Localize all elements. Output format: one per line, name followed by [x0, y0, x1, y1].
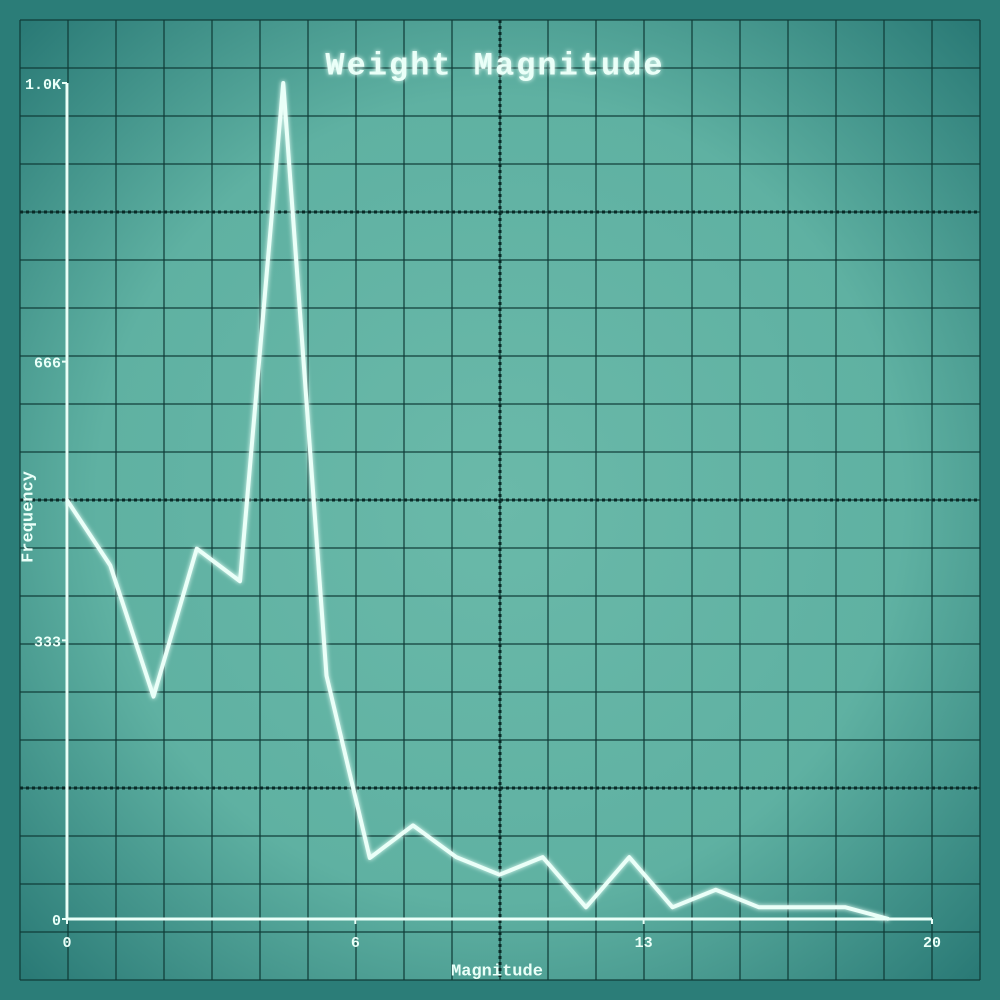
x-tick-label: 20: [923, 935, 941, 952]
graticule: [19, 19, 981, 981]
x-axis-label: Magnitude: [451, 962, 543, 981]
y-tick-label: 666: [34, 356, 61, 373]
y-tick-label: 0: [52, 913, 61, 930]
y-axis-label: Frequency: [19, 471, 38, 563]
chart-title: Weight Magnitude: [325, 47, 664, 84]
y-tick-label: 333: [34, 634, 61, 651]
y-tick-label: 1.0K: [25, 77, 61, 94]
x-tick-label: 0: [62, 935, 71, 952]
x-tick-label: 6: [351, 935, 360, 952]
plot: 0 6 13 20 0 333 666 1.0K: [25, 77, 941, 952]
x-tick-label: 13: [635, 935, 653, 952]
data-line: [65, 81, 890, 921]
